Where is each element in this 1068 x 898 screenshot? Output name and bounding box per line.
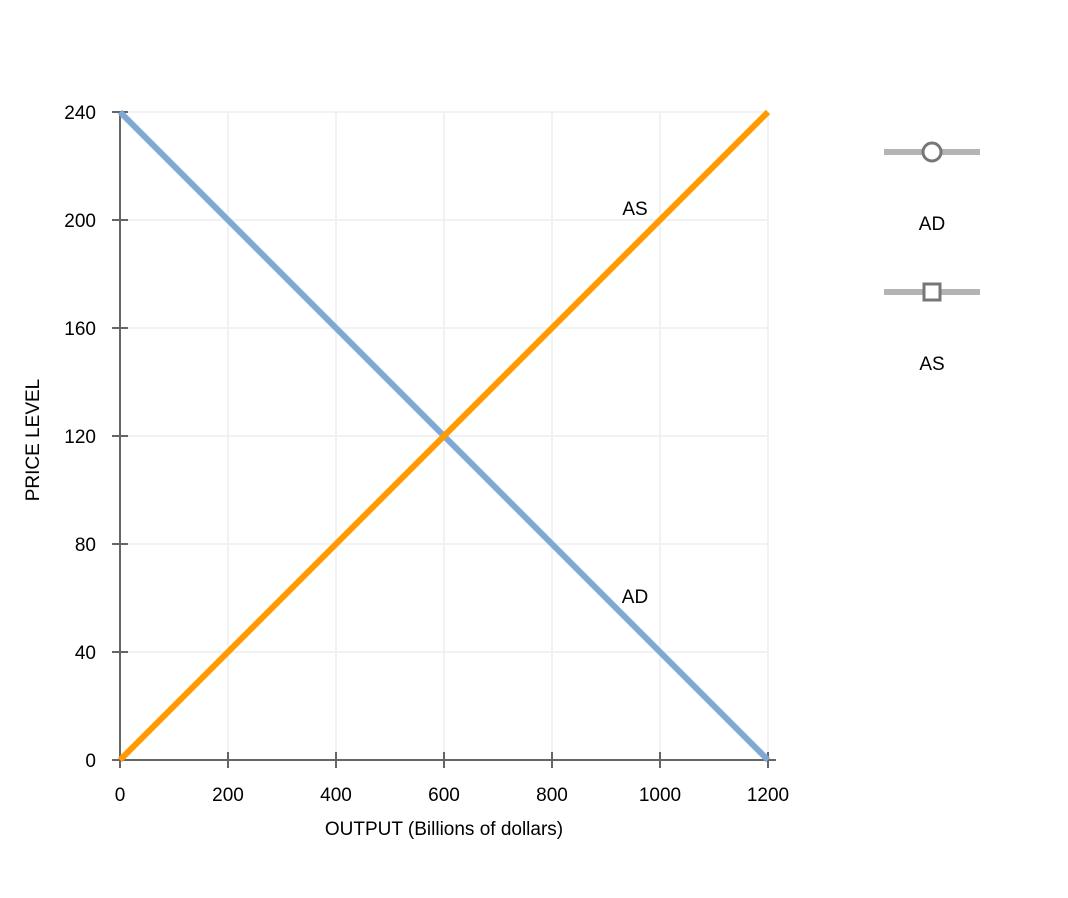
x-tick-1000: 1000 [639,785,681,806]
y-tick-80: 80 [75,535,96,556]
y-tick-0: 0 [85,751,96,772]
x-tick-400: 400 [320,785,352,806]
y-axis-title: PRICE LEVEL [23,379,44,502]
legend-label-as: AS [919,354,944,375]
circle-marker-icon[interactable] [921,141,943,163]
y-tick-160: 160 [64,319,96,340]
y-tick-40: 40 [75,643,96,664]
square-marker-icon[interactable] [922,282,942,302]
legend-label-ad: AD [919,214,945,235]
x-tick-600: 600 [428,785,460,806]
x-tick-0: 0 [115,785,126,806]
y-tick-labels: 0 40 80 120 160 200 240 [64,103,96,772]
as-curve-label: AS [622,199,647,220]
legend-item-as[interactable]: AS [884,282,980,375]
x-axis-title: OUTPUT (Billions of dollars) [325,819,563,840]
x-tick-labels: 0 200 400 600 800 1000 1200 [115,785,789,806]
legend-item-ad[interactable]: AD [884,141,980,235]
y-tick-200: 200 [64,211,96,232]
x-tick-1200: 1200 [747,785,789,806]
as-curve[interactable] [117,109,771,763]
x-tick-200: 200 [212,785,244,806]
y-tick-120: 120 [64,427,96,448]
y-axis [112,111,128,761]
y-tick-240: 240 [64,103,96,124]
x-axis [112,752,776,768]
ad-curve-label: AD [622,587,648,608]
legend: AD AS [884,141,980,375]
x-tick-800: 800 [536,785,568,806]
